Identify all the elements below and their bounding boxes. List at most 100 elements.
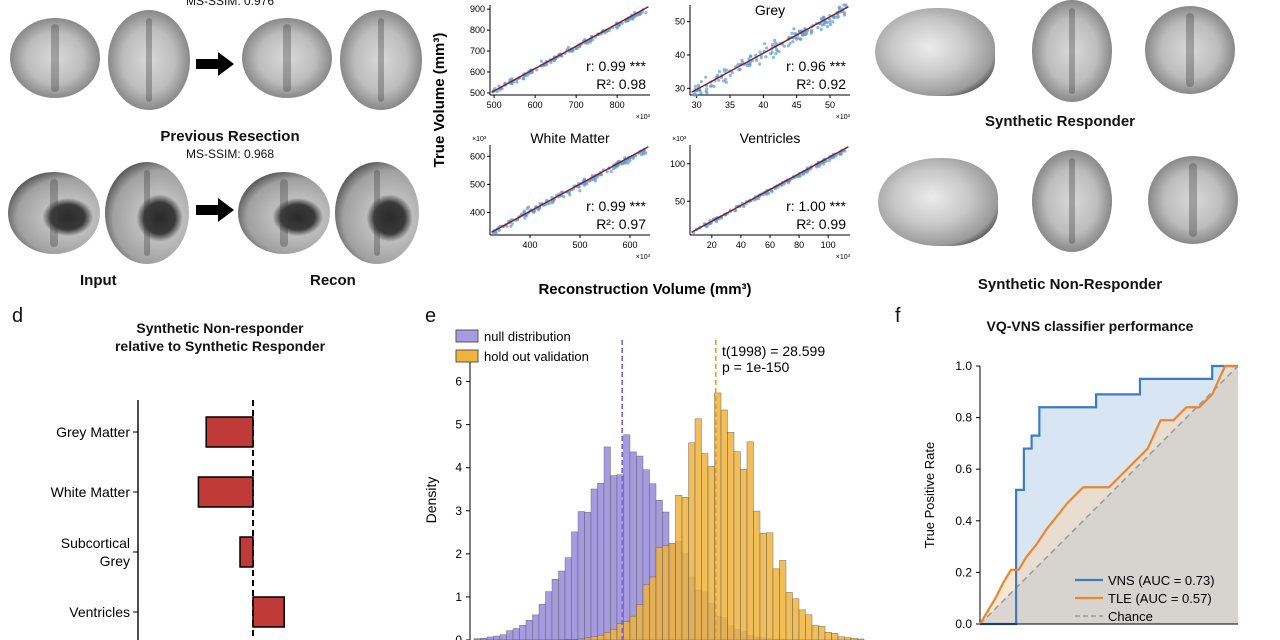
y-tick-label: 600 [470,151,485,161]
holdout-bar [740,469,748,640]
scatter-point [717,70,722,74]
r2-value: R²: 0.97 [596,216,646,232]
scatter-point [522,209,527,213]
holdout-bar [636,604,644,640]
holdout-bar [668,543,676,640]
x-tick-label: 35 [725,100,735,110]
y-tick-label: 0.0 [955,617,972,631]
legend-null-swatch [455,329,479,343]
previous-resection-ms-ssim: MS-SSIM: 0.968 [185,147,275,161]
null-bar [629,451,637,640]
scatter-point [748,54,753,59]
x-tick-label: 600 [622,240,637,250]
scatter-point [704,89,708,94]
panel-d-letter: d [12,305,24,327]
legend-tle-label: TLE (AUC = 0.57) [1108,591,1212,606]
x-exponent: ×10³ [836,254,850,261]
holdout-bar [811,625,819,640]
y-tick-label: 900 [470,4,485,14]
null-bar [512,628,520,640]
scatter-point [621,162,625,166]
null-bar [590,488,598,640]
y-tick-label: 1.0 [955,359,972,373]
scatter-point [523,216,527,220]
stat-p: p = 1e-150 [722,359,790,375]
scatter-point [549,61,553,65]
scatter-point [774,52,778,56]
category-label: Ventricles [69,604,130,620]
x-exponent: ×10³ [636,254,651,261]
y-axis-label: True Positive Rate [922,442,937,548]
holdout-bar [733,451,741,640]
scatter-point [615,164,619,168]
y-tick-label: 0.8 [955,411,972,425]
scatter-point [699,91,703,95]
scatter-point [724,80,728,85]
scatter-point [577,185,581,189]
scatter-point [810,29,814,34]
x-tick-label: 45 [792,100,802,110]
y-tick-label: 0.6 [955,462,972,476]
r-value: r: 0.96 *** [786,58,846,74]
holdout-bar [701,453,709,640]
r2-value: R²: 0.99 [796,216,846,232]
y-tick-label: 0.2 [955,565,972,579]
scatter-point [525,73,530,78]
holdout-bar [805,614,813,640]
panel-f-roc-chart: True Positive Rate 0.0 0.2 0.4 0.6 0.8 1.0 VNS … [922,359,1239,631]
x-tick-label: 40 [758,100,768,110]
scatter-point [607,28,611,33]
r-value: r: 0.99 *** [586,198,646,214]
x-tick-label: 500 [487,100,502,110]
scatter-point [515,80,519,84]
brain-responder-axial [1032,0,1112,102]
scatter-point [704,75,708,79]
scatter-point [819,27,823,32]
holdout-bar [688,442,696,640]
scatter-point [831,20,835,24]
holdout-bar [779,560,787,640]
holdout-bar [857,638,865,640]
legend-holdout-label: hold out validation [484,349,589,364]
y-tick-label: 40 [675,50,685,60]
scatter-point [842,11,847,15]
panel-f-title: VQ-VNS classifier performance [986,318,1194,334]
x-tick-label: 50 [825,100,835,110]
r-value: r: 0.99 *** [586,58,646,74]
bar [252,596,285,628]
r2-value: R²: 0.92 [796,76,846,92]
scatter-point [770,50,774,55]
regression-line [491,6,649,93]
holdout-bar [785,592,793,640]
null-bar [525,620,533,640]
y-tick-label: 50 [675,196,685,206]
scatter-point [825,25,830,29]
y-tick-label: 0 [455,633,462,640]
holdout-bar [798,609,806,640]
scatter-point [705,87,709,91]
y-tick-label: 2 [455,547,462,561]
scatter-point [800,33,804,37]
scatter-point [510,82,514,86]
panel-d-title-line2: relative to Synthetic Responder [114,338,326,354]
scatter-point [539,59,544,63]
x-exponent: ×10³ [636,114,651,121]
x-tick-label: 600 [528,100,543,110]
y-tick-label: 1 [455,590,462,604]
null-bar [506,630,514,640]
x-tick-label: 500 [572,240,587,250]
subplot-title: Ventricles [740,130,801,146]
scatter-point [521,77,525,81]
scatter-point [742,204,746,209]
brain-responder-coronal [1145,6,1235,94]
brain-input-coronal [10,18,100,98]
scatter-point [774,41,778,45]
scatter-point [758,50,762,54]
regression-line [691,6,849,93]
null-bar [577,511,585,640]
brain-recon-coronal [242,18,332,98]
panel-e-histogram: Density 0 1 2 3 4 5 6 null distribution hold out … [423,329,865,640]
scatter-point [566,45,570,49]
